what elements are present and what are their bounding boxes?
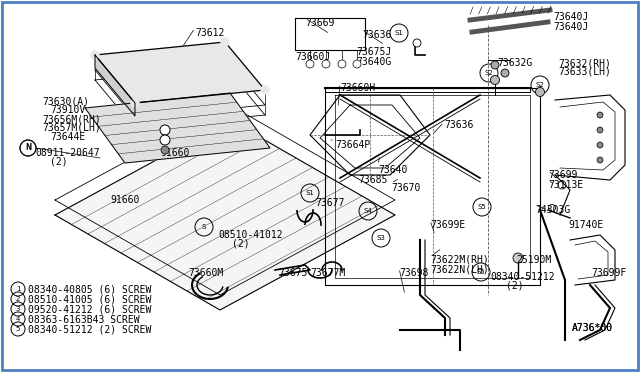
Circle shape (597, 112, 603, 118)
Text: 74303G: 74303G (535, 205, 570, 215)
Text: 73685: 73685 (358, 175, 387, 185)
Text: 73640G: 73640G (356, 57, 391, 67)
Circle shape (131, 99, 139, 107)
Text: 73699F: 73699F (591, 268, 627, 278)
Circle shape (548, 205, 556, 212)
Text: S3: S3 (376, 235, 385, 241)
Circle shape (160, 135, 170, 145)
Text: 73630(A): 73630(A) (42, 96, 89, 106)
Circle shape (353, 60, 361, 68)
Text: 08510-41012: 08510-41012 (218, 230, 283, 240)
Circle shape (490, 76, 499, 84)
Text: 73636: 73636 (362, 30, 392, 40)
Text: 73699: 73699 (548, 170, 577, 180)
Circle shape (597, 157, 603, 163)
Text: 73657M(LH): 73657M(LH) (42, 123, 100, 133)
Text: 73640: 73640 (378, 165, 408, 175)
Text: 73632(RH): 73632(RH) (558, 58, 611, 68)
Text: 08340-51212: 08340-51212 (490, 272, 555, 282)
Circle shape (160, 125, 170, 135)
Circle shape (322, 60, 330, 68)
Text: 73640J: 73640J (553, 22, 588, 32)
Polygon shape (55, 120, 395, 310)
Text: (2): (2) (50, 157, 68, 167)
Text: 91660: 91660 (110, 195, 140, 205)
Circle shape (501, 69, 509, 77)
Text: 73640J: 73640J (553, 12, 588, 22)
Text: S: S (202, 224, 206, 230)
Text: 73622N(LH): 73622N(LH) (430, 264, 489, 274)
Circle shape (558, 181, 566, 189)
Circle shape (597, 127, 603, 133)
Circle shape (491, 61, 499, 69)
Text: 73664P: 73664P (335, 140, 371, 150)
Text: 73622M(RH): 73622M(RH) (430, 255, 489, 265)
Circle shape (338, 60, 346, 68)
Text: S1: S1 (395, 30, 403, 36)
Polygon shape (95, 55, 135, 116)
Text: 91660: 91660 (160, 148, 189, 158)
Circle shape (91, 51, 99, 59)
Text: 73660M: 73660M (188, 268, 223, 278)
Text: 73113E: 73113E (548, 180, 583, 190)
Text: N: N (25, 144, 31, 153)
Circle shape (261, 86, 269, 94)
Text: 73677M: 73677M (310, 268, 345, 278)
Text: 73675: 73675 (278, 268, 307, 278)
Text: 73669: 73669 (305, 18, 334, 28)
Text: 73670: 73670 (391, 183, 420, 193)
Text: 09520-41212 (6) SCREW: 09520-41212 (6) SCREW (28, 305, 152, 315)
Text: S1: S1 (305, 190, 314, 196)
Text: 73632G: 73632G (497, 58, 532, 68)
Circle shape (413, 39, 421, 47)
Text: 5: 5 (16, 326, 20, 332)
Text: A736*00: A736*00 (572, 323, 613, 333)
Text: 08363-6163B43 SCREW: 08363-6163B43 SCREW (28, 315, 140, 325)
Text: 73677: 73677 (315, 198, 344, 208)
Circle shape (306, 60, 314, 68)
Text: 73636: 73636 (444, 120, 474, 130)
Text: 73910V: 73910V (50, 105, 85, 115)
Text: 91740E: 91740E (568, 220, 604, 230)
Text: 73699E: 73699E (430, 220, 465, 230)
Circle shape (513, 253, 523, 263)
Text: 73698: 73698 (399, 268, 428, 278)
Text: 73660J: 73660J (295, 52, 330, 62)
Text: N: N (25, 144, 31, 153)
Text: 73656M(RH): 73656M(RH) (42, 114, 100, 124)
Text: 08510-41005 (6) SCREW: 08510-41005 (6) SCREW (28, 295, 152, 305)
Text: A736*00: A736*00 (572, 323, 613, 333)
Text: 3: 3 (16, 306, 20, 312)
Text: 73675J: 73675J (356, 47, 391, 57)
Text: 25190M: 25190M (516, 255, 551, 265)
Text: S5: S5 (477, 204, 486, 210)
Text: 73633(LH): 73633(LH) (558, 67, 611, 77)
Text: 73644E: 73644E (50, 132, 85, 142)
Text: S2: S2 (536, 82, 545, 88)
Polygon shape (95, 42, 265, 103)
Text: 1: 1 (16, 286, 20, 292)
Text: 2: 2 (16, 296, 20, 302)
Text: 08340-51212 (2) SCREW: 08340-51212 (2) SCREW (28, 325, 152, 335)
Text: 08340-40805 (6) SCREW: 08340-40805 (6) SCREW (28, 285, 152, 295)
Circle shape (597, 142, 603, 148)
Text: (2): (2) (506, 281, 524, 291)
Circle shape (221, 38, 229, 46)
Circle shape (536, 87, 545, 96)
Text: 73612: 73612 (195, 28, 225, 38)
Text: S2: S2 (484, 70, 493, 76)
Text: (2): (2) (232, 239, 250, 249)
Text: S4: S4 (364, 208, 372, 214)
Circle shape (161, 146, 169, 154)
Text: 4: 4 (16, 316, 20, 322)
Text: 08911-20647: 08911-20647 (35, 148, 100, 158)
Text: 73660H: 73660H (340, 83, 375, 93)
Polygon shape (85, 93, 270, 163)
Text: S5: S5 (477, 269, 485, 275)
